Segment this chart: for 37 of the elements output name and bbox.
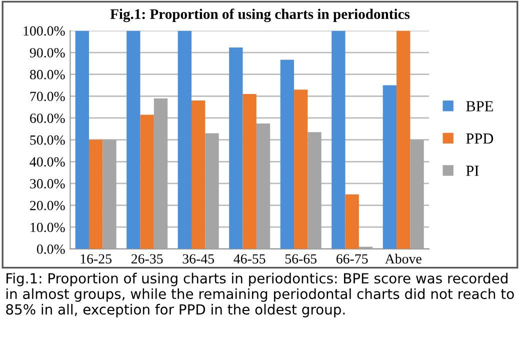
y-tick-label: 100.0% bbox=[24, 26, 65, 36]
x-tick-label: 36-45 bbox=[182, 254, 214, 264]
bar bbox=[140, 114, 154, 249]
bar bbox=[280, 60, 294, 249]
legend-label: PPD bbox=[466, 134, 494, 144]
x-tick-label: 46-55 bbox=[234, 254, 266, 264]
bar bbox=[178, 30, 192, 249]
bar bbox=[192, 100, 206, 249]
bar bbox=[382, 85, 397, 249]
bar bbox=[88, 140, 103, 249]
bar bbox=[332, 30, 346, 249]
x-tick-label: 66-75 bbox=[336, 254, 368, 264]
y-tick-label: 40.0% bbox=[30, 157, 65, 167]
y-tick-label: 50.0% bbox=[30, 135, 65, 145]
y-tick-label: 0.0% bbox=[36, 244, 65, 254]
bar bbox=[345, 194, 359, 249]
bar bbox=[396, 30, 410, 249]
x-tick-label: Above bbox=[384, 254, 422, 264]
y-tick-label: 90.0% bbox=[30, 48, 65, 58]
bar bbox=[75, 30, 89, 249]
y-tick-label: 70.0% bbox=[30, 92, 65, 102]
bar bbox=[229, 47, 243, 249]
caption: Fig.1: Proportion of using charts in periodontics: BPE score was recorded in almost groups, while the remaining periodontal charts did not reach to 85% in all, exception for PPD in the oldest group. bbox=[6, 272, 514, 318]
y-tick-label: 80.0% bbox=[30, 70, 65, 80]
y-tick-label: 30.0% bbox=[30, 179, 65, 188]
x-tick-label: 56-65 bbox=[285, 254, 317, 264]
y-tick-label: 20.0% bbox=[30, 200, 65, 210]
x-tick-label: 16-25 bbox=[80, 254, 112, 264]
bar bbox=[242, 94, 256, 249]
bar bbox=[126, 30, 140, 249]
bar bbox=[294, 90, 308, 249]
chart-title: Fig.1: Proportion of using charts in periodontics bbox=[110, 8, 410, 22]
y-tick-label: 60.0% bbox=[30, 114, 65, 123]
legend-label: BPE bbox=[466, 101, 493, 112]
legend-label: PI bbox=[466, 166, 479, 176]
x-tick-label: 26-35 bbox=[131, 254, 163, 264]
y-tick-label: 10.0% bbox=[30, 222, 65, 232]
